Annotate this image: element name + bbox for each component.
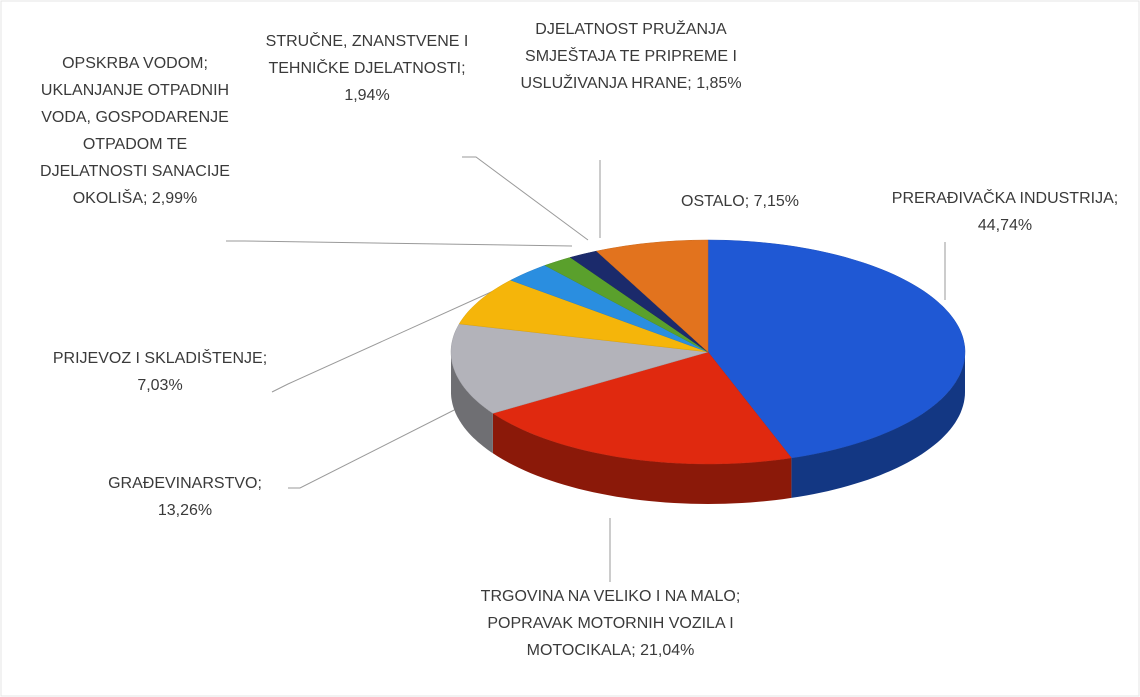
category-label: DJELATNOST PRUŽANJA SMJEŠTAJA TE PRIPREM…: [520, 21, 737, 92]
slice: [450, 323, 709, 414]
data-label: PRIJEVOZ I SKLADIŠTENJE; 7,03%: [40, 345, 280, 399]
slice: [458, 279, 709, 353]
category-label: OSTALO;: [681, 193, 750, 210]
category-label: OPSKRBA VODOM; UKLANJANJE OTPADNIH VODA,…: [40, 55, 230, 207]
slice-side: [451, 352, 493, 454]
data-label: DJELATNOST PRUŽANJA SMJEŠTAJA TE PRIPREM…: [516, 16, 746, 97]
value-label: 7,03%: [137, 377, 183, 394]
data-label: GRAĐEVINARSTVO; 13,26%: [80, 470, 290, 524]
pie-tops: [450, 239, 966, 465]
data-label: TRGOVINA NA VELIKO I NA MALO; POPRAVAK M…: [478, 583, 743, 664]
value-label: 1,94%: [344, 87, 390, 104]
value-label: 13,26%: [157, 502, 213, 519]
slice-side: [791, 352, 965, 498]
leader-line: [271, 287, 501, 393]
leader-line: [288, 401, 471, 489]
leader-lines: [226, 156, 946, 582]
leader-line: [462, 156, 589, 241]
data-label: PRERAĐIVAČKA INDUSTRIJA; 44,74%: [890, 185, 1120, 239]
slice: [492, 351, 792, 465]
slice-side: [492, 413, 792, 504]
data-label: STRUČNE, ZNANSTVENE I TEHNIČKE DJELATNOS…: [262, 28, 472, 109]
category-label: STRUČNE, ZNANSTVENE I TEHNIČKE DJELATNOS…: [265, 33, 469, 77]
slice: [595, 239, 709, 353]
data-label: OPSKRBA VODOM; UKLANJANJE OTPADNIH VODA,…: [30, 50, 240, 212]
leader-line: [226, 240, 573, 247]
value-label: 7,15%: [753, 193, 799, 210]
value-label: 1,85%: [696, 75, 742, 92]
slice: [707, 239, 966, 459]
data-label: OSTALO; 7,15%: [655, 188, 825, 215]
value-label: 2,99%: [151, 190, 198, 207]
slice: [510, 265, 709, 353]
category-label: PRERAĐIVAČKA INDUSTRIJA;: [891, 190, 1119, 207]
category-label: TRGOVINA NA VELIKO I NA MALO; POPRAVAK M…: [480, 588, 741, 659]
pie-sides: [451, 352, 965, 504]
value-label: 44,74%: [977, 217, 1033, 234]
category-label: PRIJEVOZ I SKLADIŠTENJE;: [52, 350, 268, 367]
category-label: GRAĐEVINARSTVO;: [108, 475, 262, 492]
value-label: 21,04%: [640, 642, 695, 659]
